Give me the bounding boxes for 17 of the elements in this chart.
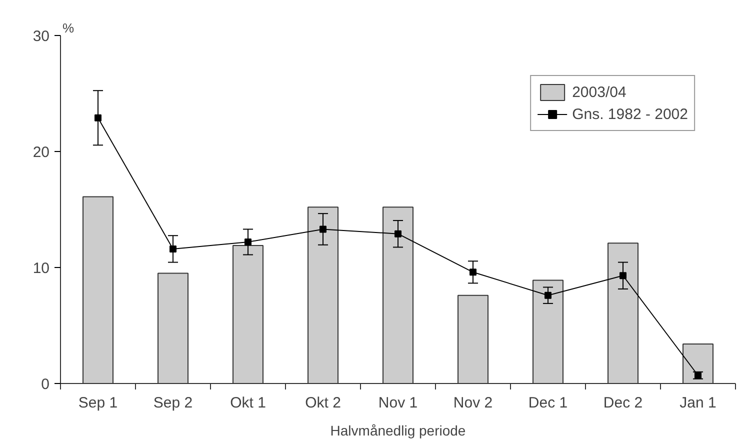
legend-label: 2003/04 [572, 84, 626, 100]
x-tick-label: Nov 1 [378, 394, 418, 412]
x-tick-label: Okt 2 [305, 394, 341, 412]
y-tick-label: 20 [32, 144, 50, 161]
x-tick-label: Okt 1 [230, 394, 266, 412]
x-tick-label: Dec 2 [603, 394, 643, 412]
y-tick-label: 10 [32, 260, 50, 277]
y-axis-title: % [62, 20, 74, 36]
y-tick-label: 0 [41, 376, 50, 393]
x-tick-label: Nov 2 [453, 394, 493, 412]
y-tick-label: 30 [32, 28, 50, 45]
legend-label: Gns. 1982 - 2002 [572, 106, 688, 122]
x-tick-label: Sep 1 [78, 394, 118, 412]
x-tick-label: Jan 1 [680, 394, 716, 412]
x-tick-label: Dec 1 [528, 394, 568, 412]
x-axis-title: Halvmånedlig periode [330, 422, 466, 438]
x-tick-label: Sep 2 [153, 394, 193, 412]
